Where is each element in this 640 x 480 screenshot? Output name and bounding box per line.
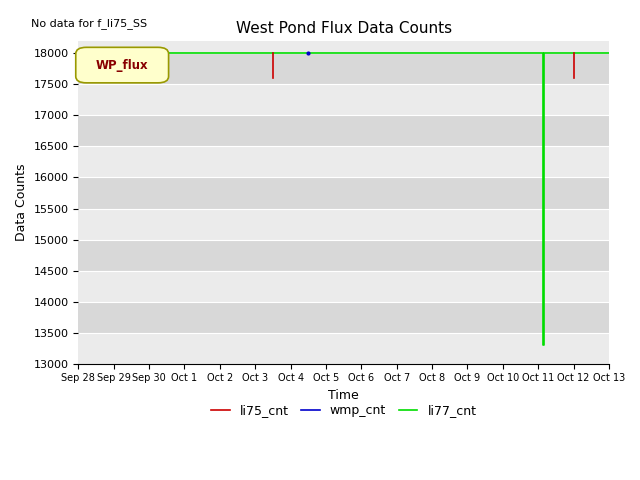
X-axis label: Time: Time: [328, 389, 359, 402]
Bar: [79, 208, 609, 240]
Text: WP_flux: WP_flux: [96, 59, 148, 72]
Legend: li75_cnt, wmp_cnt, li77_cnt: li75_cnt, wmp_cnt, li77_cnt: [206, 399, 481, 422]
li77_cnt: [540, 342, 547, 348]
Bar: [79, 41, 609, 53]
li77_cnt: [540, 50, 547, 56]
li77_cnt: [75, 50, 83, 56]
Bar: [79, 240, 609, 271]
Bar: [79, 53, 609, 84]
Title: West Pond Flux Data Counts: West Pond Flux Data Counts: [236, 21, 452, 36]
li77_cnt: [605, 50, 612, 56]
li77_cnt: [540, 50, 547, 56]
Bar: [79, 84, 609, 115]
Bar: [79, 271, 609, 301]
FancyBboxPatch shape: [76, 48, 168, 83]
Line: li77_cnt: li77_cnt: [79, 53, 609, 345]
Bar: [79, 146, 609, 178]
li77_cnt: [540, 342, 547, 348]
Bar: [79, 115, 609, 146]
Text: No data for f_li75_SS: No data for f_li75_SS: [31, 18, 147, 29]
Y-axis label: Data Counts: Data Counts: [15, 164, 28, 241]
Bar: [79, 301, 609, 333]
Bar: [79, 178, 609, 208]
Bar: [79, 333, 609, 364]
